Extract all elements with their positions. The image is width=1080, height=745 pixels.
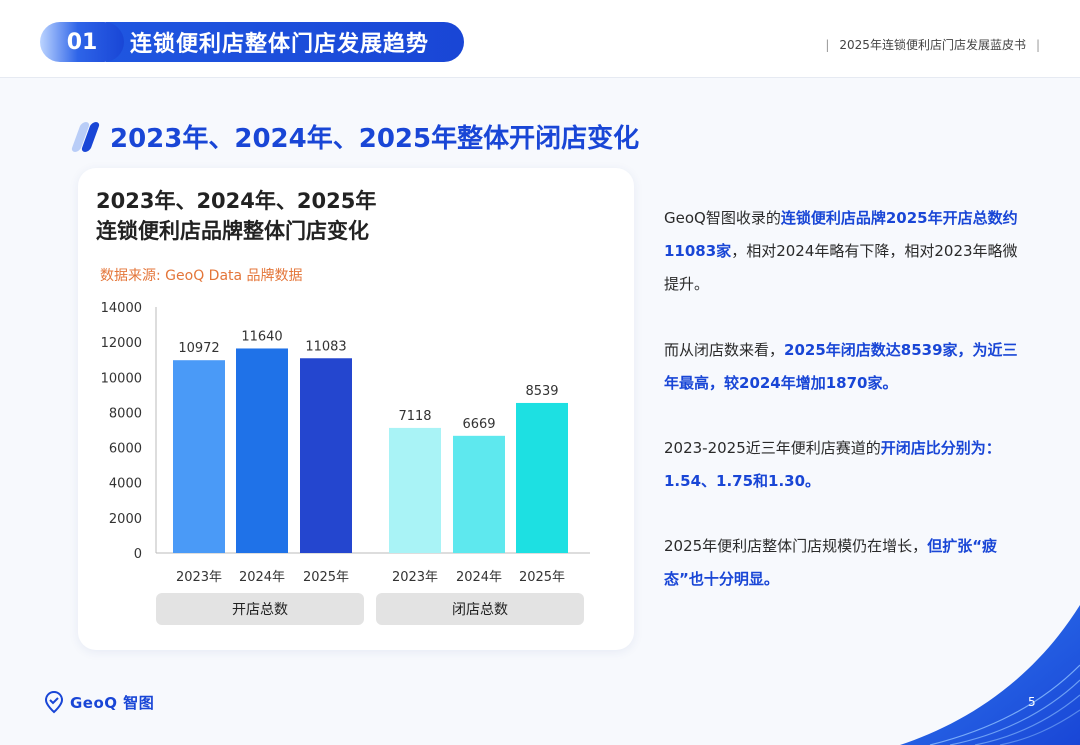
y-tick-label: 12000 <box>101 336 142 351</box>
paragraph-text: 而从闭店数来看， <box>664 341 785 359</box>
paragraph-highlight: 开闭店比分别为：1.54、1.75和1.30。 <box>664 439 1001 490</box>
page-number: 5 <box>1028 695 1036 709</box>
group-label-close: 闭店总数 <box>376 593 584 625</box>
chart-title-line1: 2023年、2024年、2025年 <box>96 189 377 213</box>
data-label: 11083 <box>305 339 346 354</box>
bar <box>236 348 288 553</box>
data-label: 6669 <box>462 417 495 432</box>
y-tick-label: 14000 <box>101 301 142 316</box>
paragraph-open-stores: GeoQ智图收录的连锁便利店品牌2025年开店总数约11083家，相对2024年… <box>664 202 1024 301</box>
paragraph-ratio: 2023-2025近三年便利店赛道的开闭店比分别为：1.54、1.75和1.30… <box>664 432 1024 498</box>
y-tick-label: 8000 <box>109 406 142 421</box>
x-tick-label: 2023年 <box>176 570 222 585</box>
corner-wave-decoration <box>900 605 1080 745</box>
data-label: 7118 <box>398 409 431 424</box>
paragraph-text: 2025年便利店整体门店规模仍在增长， <box>664 537 928 555</box>
bar <box>453 435 505 553</box>
paragraph-highlight: 连锁便利店品牌2025年开店总数约11083家 <box>664 209 1018 260</box>
x-tick-label: 2024年 <box>456 570 502 585</box>
slash-decoration-icon <box>70 121 101 152</box>
bar <box>389 427 441 553</box>
paragraph-conclusion: 2025年便利店整体门店规模仍在增长，但扩张“疲态”也十分明显。 <box>664 530 1024 596</box>
x-tick-label: 2025年 <box>519 570 565 585</box>
chart-title-line2: 连锁便利店品牌整体门店变化 <box>96 219 369 243</box>
y-tick-label: 0 <box>134 547 142 562</box>
y-tick-label: 2000 <box>109 512 142 527</box>
divider: | <box>1035 38 1040 52</box>
y-tick-label: 6000 <box>109 442 142 457</box>
location-pin-icon <box>44 690 64 714</box>
logo-text: GeoQ 智图 <box>70 693 155 712</box>
paragraph-text: ，相对2024年略有下降，相对2023年略微提升。 <box>664 242 1018 293</box>
x-tick-label: 2024年 <box>239 570 285 585</box>
section-title: 连锁便利店整体门店发展趋势 <box>130 32 430 57</box>
y-tick-label: 4000 <box>109 477 142 492</box>
divider: | <box>825 38 830 52</box>
paragraph-text: 2023-2025近三年便利店赛道的 <box>664 439 881 457</box>
x-tick-label: 2023年 <box>392 570 438 585</box>
page-title: 2023年、2024年、2025年整体开闭店变化 <box>110 124 640 154</box>
data-label: 11640 <box>241 329 282 344</box>
chart-source: 数据来源: GeoQ Data 品牌数据 <box>100 268 303 284</box>
chart-title: 2023年、2024年、2025年 连锁便利店品牌整体门店变化 <box>96 186 376 246</box>
paragraph-highlight: 但扩张“疲态”也十分明显。 <box>664 537 998 588</box>
data-label: 8539 <box>525 384 558 399</box>
section-number-badge: 01 <box>40 22 124 62</box>
data-label: 10972 <box>178 341 219 356</box>
x-tick-label: 2025年 <box>303 570 349 585</box>
report-name: | 2025年连锁便利店门店发展蓝皮书 | <box>815 36 1050 53</box>
brand-logo: GeoQ 智图 <box>42 690 154 714</box>
paragraph-highlight: 2025年闭店数达8539家，为近三年最高，较2024年增加1870家。 <box>664 341 1018 392</box>
bar <box>173 360 225 553</box>
bar <box>300 358 352 553</box>
bar <box>516 402 568 553</box>
group-label-open: 开店总数 <box>156 593 364 625</box>
bar-chart: 0 2000 4000 6000 8000 10000 12000 14000 10972 202… <box>101 301 590 585</box>
y-tick-label: 10000 <box>101 371 142 386</box>
page-heading: 2023年、2024年、2025年整体开闭店变化 <box>70 118 640 155</box>
section-title-bar <box>106 22 464 62</box>
paragraph-closed-stores: 而从闭店数来看，2025年闭店数达8539家，为近三年最高，较2024年增加18… <box>664 334 1024 400</box>
paragraph-text: GeoQ智图收录的 <box>664 209 781 227</box>
report-name-text: 2025年连锁便利店门店发展蓝皮书 <box>839 38 1026 52</box>
page-header: 01 连锁便利店整体门店发展趋势 | 2025年连锁便利店门店发展蓝皮书 | <box>0 0 1080 78</box>
